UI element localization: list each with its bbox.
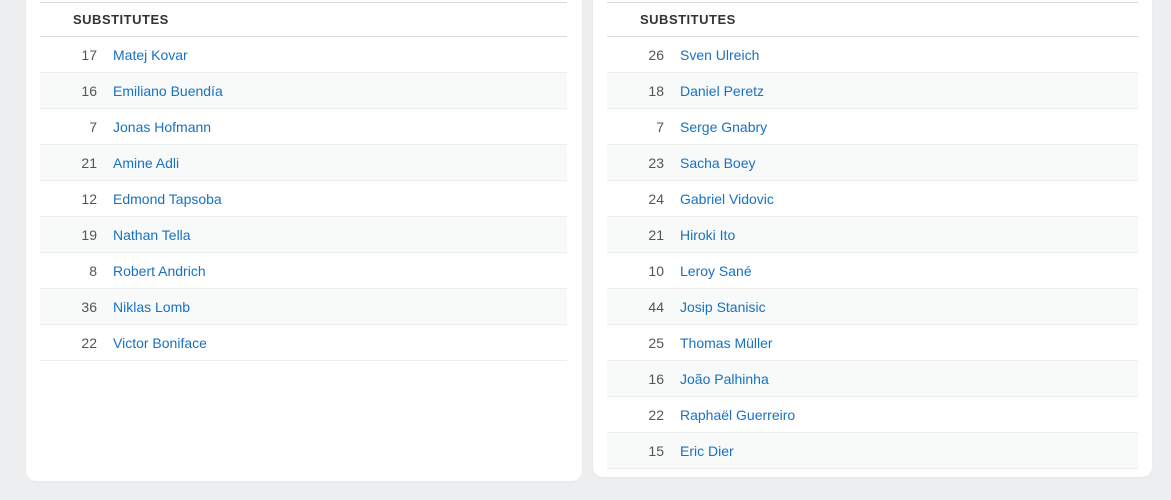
player-link[interactable]: Niklas Lomb: [113, 298, 191, 315]
substitute-row: 17 Matej Kovar: [40, 37, 567, 73]
substitute-row: 19 Nathan Tella: [40, 217, 567, 253]
player-link[interactable]: Emiliano Buendía: [113, 82, 223, 99]
substitute-row: 36 Niklas Lomb: [40, 289, 567, 325]
substitute-row: 25 Thomas Müller: [607, 325, 1138, 361]
substitutes-header: SUBSTITUTES: [40, 2, 567, 37]
player-link[interactable]: Jonas Hofmann: [113, 118, 212, 135]
shirt-number: 8: [89, 262, 97, 279]
substitutes-card-home: SUBSTITUTES 17 Matej Kovar 16 Emiliano B…: [26, 0, 582, 481]
substitute-row: 7 Jonas Hofmann: [40, 109, 567, 145]
shirt-number: 7: [656, 118, 664, 135]
shirt-number: 36: [81, 298, 97, 315]
shirt-number: 18: [648, 82, 664, 99]
shirt-number: 19: [81, 226, 97, 243]
substitute-row: 44 Josip Stanisic: [607, 289, 1138, 325]
shirt-number: 22: [81, 334, 97, 351]
player-link[interactable]: Leroy Sané: [680, 262, 752, 279]
substitutes-card-away: SUBSTITUTES 26 Sven Ulreich 18 Daniel Pe…: [593, 0, 1152, 477]
substitute-row: 24 Gabriel Vidovic: [607, 181, 1138, 217]
player-link[interactable]: Matej Kovar: [113, 46, 188, 63]
player-link[interactable]: Thomas Müller: [680, 334, 773, 351]
player-link[interactable]: Amine Adli: [113, 154, 180, 171]
player-link[interactable]: Raphaël Guerreiro: [680, 406, 796, 423]
substitutes-table-home: SUBSTITUTES 17 Matej Kovar 16 Emiliano B…: [40, 2, 567, 361]
player-link[interactable]: Gabriel Vidovic: [680, 190, 774, 207]
substitute-row: 21 Hiroki Ito: [607, 217, 1138, 253]
substitutes-list-home: 17 Matej Kovar 16 Emiliano Buendía 7 Jon…: [40, 37, 567, 361]
player-link[interactable]: João Palhinha: [680, 370, 769, 387]
substitute-row: 23 Sacha Boey: [607, 145, 1138, 181]
shirt-number: 22: [648, 406, 664, 423]
shirt-number: 25: [648, 334, 664, 351]
substitute-row: 12 Edmond Tapsoba: [40, 181, 567, 217]
substitute-row: 22 Victor Boniface: [40, 325, 567, 361]
substitute-row: 10 Leroy Sané: [607, 253, 1138, 289]
player-link[interactable]: Josip Stanisic: [680, 298, 766, 315]
shirt-number: 24: [648, 190, 664, 207]
shirt-number: 10: [648, 262, 664, 279]
player-link[interactable]: Sacha Boey: [680, 154, 756, 171]
shirt-number: 16: [81, 82, 97, 99]
shirt-number: 16: [648, 370, 664, 387]
player-link[interactable]: Victor Boniface: [113, 334, 207, 351]
shirt-number: 12: [81, 190, 97, 207]
player-link[interactable]: Edmond Tapsoba: [113, 190, 222, 207]
substitutes-table-away: SUBSTITUTES 26 Sven Ulreich 18 Daniel Pe…: [607, 2, 1138, 469]
substitute-row: 15 Eric Dier: [607, 433, 1138, 469]
substitute-row: 16 João Palhinha: [607, 361, 1138, 397]
substitute-row: 8 Robert Andrich: [40, 253, 567, 289]
substitute-row: 16 Emiliano Buendía: [40, 73, 567, 109]
player-link[interactable]: Daniel Peretz: [680, 82, 765, 99]
shirt-number: 17: [81, 46, 97, 63]
shirt-number: 23: [648, 154, 664, 171]
player-link[interactable]: Nathan Tella: [113, 226, 191, 243]
substitute-row: 7 Serge Gnabry: [607, 109, 1138, 145]
substitutes-header: SUBSTITUTES: [607, 2, 1138, 37]
shirt-number: 26: [648, 46, 664, 63]
shirt-number: 21: [81, 154, 97, 171]
player-link[interactable]: Robert Andrich: [113, 262, 206, 279]
shirt-number: 15: [648, 442, 664, 459]
substitute-row: 26 Sven Ulreich: [607, 37, 1138, 73]
player-link[interactable]: Hiroki Ito: [680, 226, 736, 243]
player-link[interactable]: Eric Dier: [680, 442, 734, 459]
shirt-number: 7: [89, 118, 97, 135]
substitutes-list-away: 26 Sven Ulreich 18 Daniel Peretz 7 Serge…: [607, 37, 1138, 469]
substitute-row: 18 Daniel Peretz: [607, 73, 1138, 109]
substitute-row: 22 Raphaël Guerreiro: [607, 397, 1138, 433]
shirt-number: 44: [648, 298, 664, 315]
player-link[interactable]: Serge Gnabry: [680, 118, 768, 135]
shirt-number: 21: [648, 226, 664, 243]
substitute-row: 21 Amine Adli: [40, 145, 567, 181]
player-link[interactable]: Sven Ulreich: [680, 46, 760, 63]
